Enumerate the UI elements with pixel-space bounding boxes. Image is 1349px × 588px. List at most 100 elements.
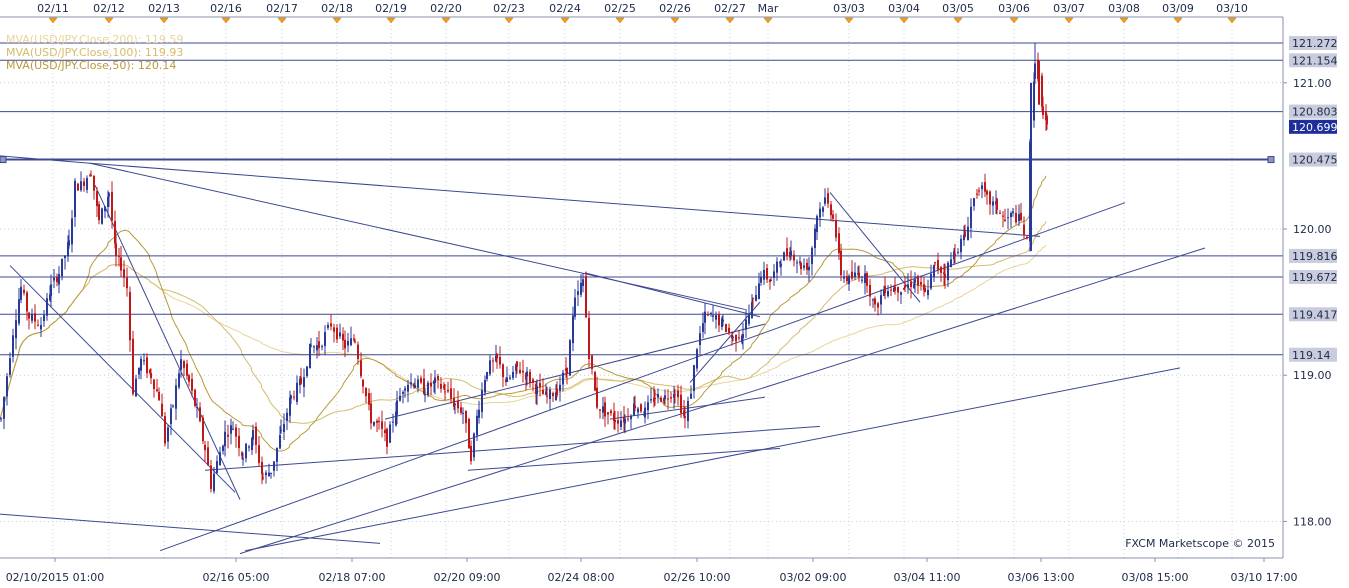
candle-body <box>360 360 362 377</box>
horizontal-price-lines[interactable] <box>0 42 1283 356</box>
candle-body <box>58 274 60 285</box>
trendline[interactable] <box>467 447 781 471</box>
price-level-badge <box>1289 269 1337 284</box>
candle-body <box>333 327 335 332</box>
candle-body <box>748 314 750 324</box>
candle-body <box>153 379 155 389</box>
candle-body <box>944 274 946 278</box>
candle-body <box>509 377 511 379</box>
date-marker-icon <box>725 17 735 24</box>
ma-line-0 <box>0 244 1047 420</box>
candle-body <box>999 212 1001 214</box>
candle-body <box>989 191 991 205</box>
candle-body <box>350 338 352 345</box>
candle-body <box>202 417 204 442</box>
candle-body <box>465 410 467 424</box>
trendline[interactable] <box>0 513 381 544</box>
candle-body <box>776 261 778 273</box>
candle-body <box>539 383 541 388</box>
candle-body <box>450 388 452 399</box>
candle-body <box>861 279 863 281</box>
candle-body <box>191 378 193 391</box>
candle-body <box>279 435 281 449</box>
candle-body <box>104 206 106 212</box>
candle-body <box>353 338 355 341</box>
axes <box>0 16 1284 559</box>
candle-body <box>824 197 826 204</box>
candle-body <box>880 295 882 305</box>
candle-body <box>660 397 662 402</box>
date-marker-icon <box>615 17 625 24</box>
candle-body <box>143 360 145 362</box>
candle-body <box>9 358 11 375</box>
candle-body <box>261 461 263 474</box>
candle-body <box>50 284 52 297</box>
candle-body <box>591 355 593 369</box>
candle-body <box>6 376 8 397</box>
trendline[interactable] <box>584 272 761 318</box>
candle-body <box>61 258 63 277</box>
line-handle-left[interactable] <box>0 156 7 164</box>
candle-body <box>647 402 649 411</box>
candle-body <box>120 257 122 271</box>
copyright-text: FXCM Marketscope © 2015 <box>1125 537 1275 550</box>
candle-body <box>887 290 889 297</box>
candle-body <box>816 216 818 233</box>
candle-body <box>1015 212 1017 223</box>
date-marker-icon <box>899 17 909 24</box>
candle-body <box>368 393 370 405</box>
candle-body <box>913 284 915 288</box>
price-level-label: 121.272 <box>1292 37 1338 50</box>
candle-body <box>803 265 805 268</box>
candle-body <box>793 254 795 261</box>
trendline[interactable] <box>244 367 1181 552</box>
candle-body <box>715 315 717 320</box>
candle-body <box>293 396 295 398</box>
bottom-time-label: 03/02 09:00 <box>780 571 847 584</box>
candle-body <box>207 447 209 466</box>
candle-body <box>1020 212 1022 221</box>
candle-body <box>1004 219 1006 222</box>
trendline[interactable] <box>239 247 1206 555</box>
candle-body <box>725 324 727 333</box>
candle-body <box>704 311 706 323</box>
candle-body <box>758 283 760 300</box>
candle-body <box>437 375 439 380</box>
candle-body <box>386 428 388 447</box>
candle-body <box>624 418 626 424</box>
candle-body <box>1007 217 1009 219</box>
candle-body <box>846 276 848 282</box>
trendline[interactable] <box>159 202 1126 552</box>
candle-body <box>132 338 134 394</box>
candle-body <box>755 295 757 301</box>
candle-body <box>874 298 876 305</box>
candle-body <box>582 279 584 286</box>
candle-body <box>414 385 416 388</box>
line-handle-right[interactable] <box>1267 156 1275 164</box>
candle-body <box>74 180 76 218</box>
date-marker-icon <box>159 17 169 24</box>
bottom-time-label: 03/08 15:00 <box>1122 571 1189 584</box>
price-level-label: 120.803 <box>1292 106 1338 119</box>
trendline[interactable] <box>89 162 1041 237</box>
candle-body <box>316 345 318 351</box>
trendline[interactable] <box>94 184 241 500</box>
candle-body <box>402 391 404 394</box>
candle-body <box>732 336 734 338</box>
candle-body <box>1012 211 1014 213</box>
candle-body <box>18 299 20 324</box>
price-level-badge <box>1289 307 1337 322</box>
top-date-label: 03/05 <box>942 2 974 15</box>
trendline[interactable] <box>89 162 746 310</box>
top-date-label: 03/04 <box>888 2 920 15</box>
trendline[interactable] <box>204 425 821 471</box>
candle-body <box>216 461 218 473</box>
candle-body <box>872 299 874 301</box>
candle-body <box>599 409 601 411</box>
candle-body <box>365 388 367 397</box>
trendline[interactable] <box>384 323 766 420</box>
candle-body <box>566 367 568 374</box>
candle-body <box>927 289 929 296</box>
top-date-label: 02/23 <box>493 2 525 15</box>
